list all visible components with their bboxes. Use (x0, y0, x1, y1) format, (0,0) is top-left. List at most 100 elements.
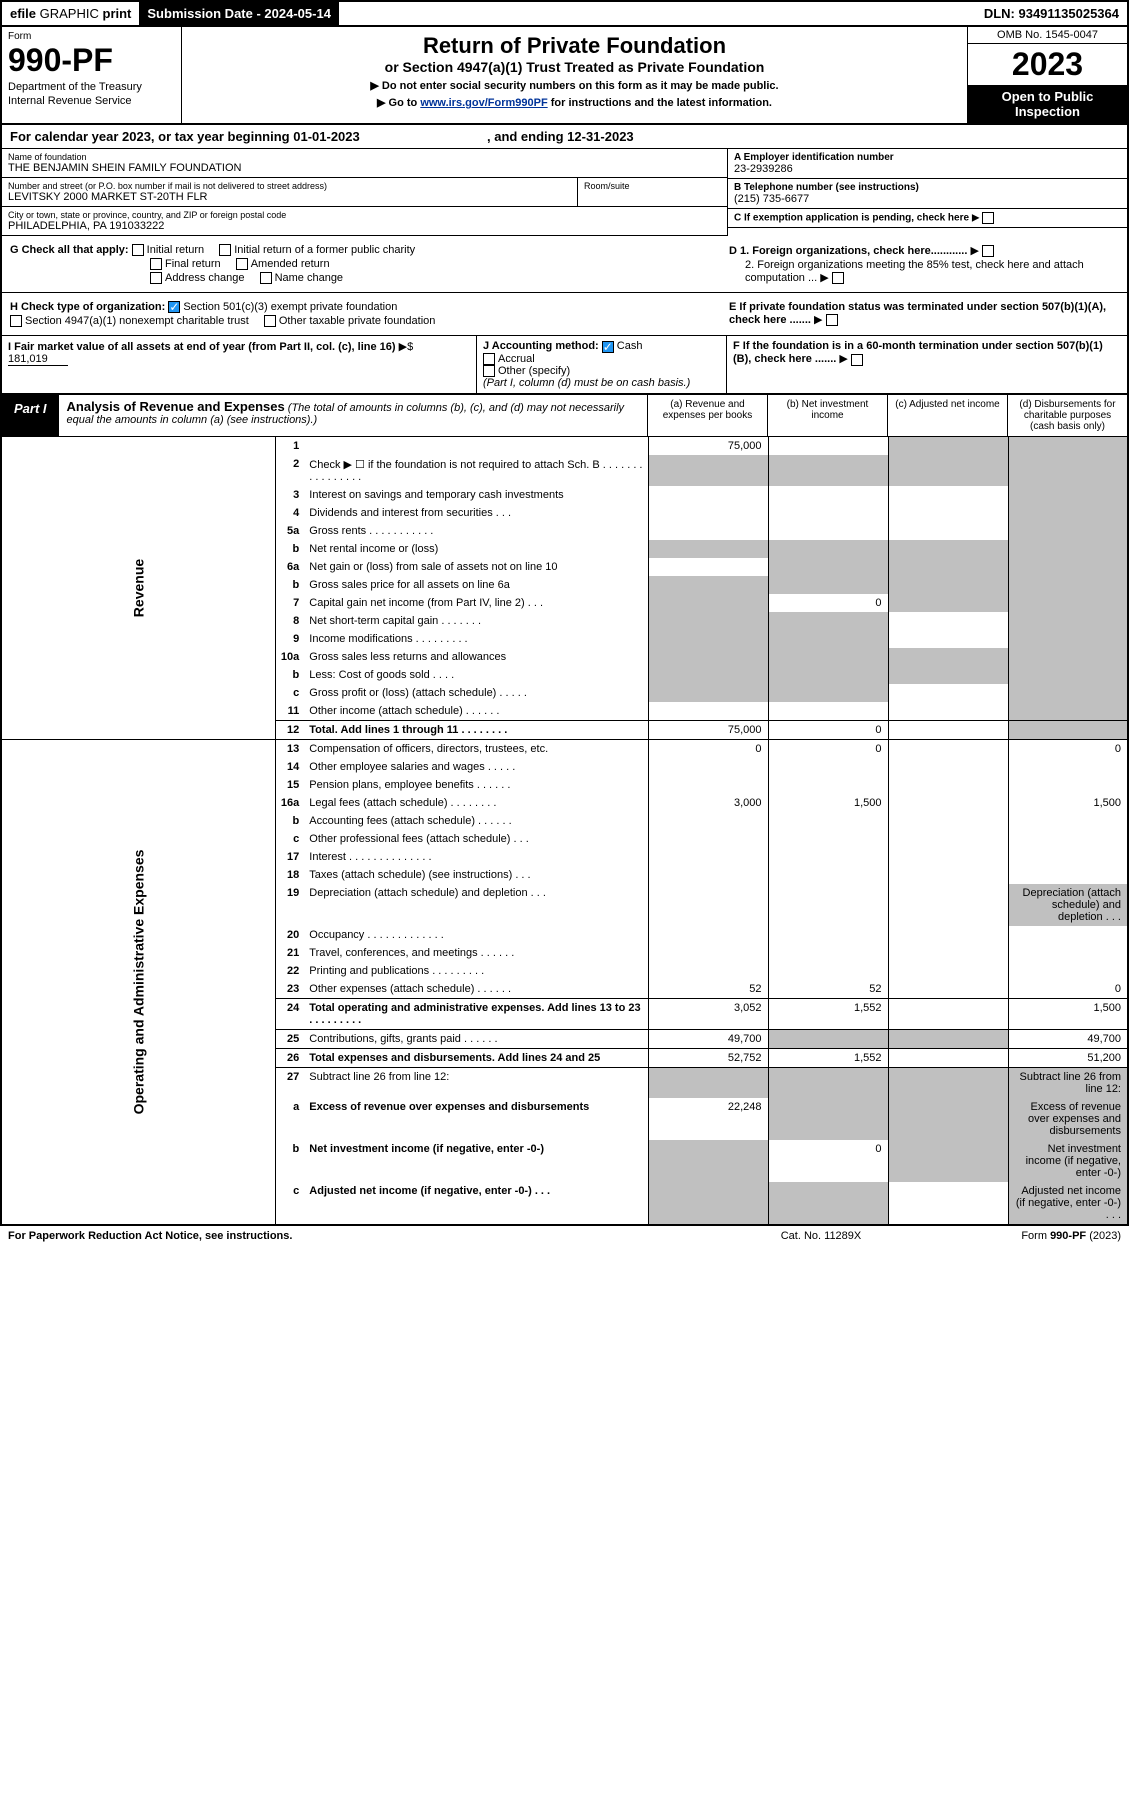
checkbox-initial[interactable] (132, 244, 144, 256)
amt-a (648, 594, 768, 612)
line-number: 17 (275, 848, 305, 866)
amt-c (888, 830, 1008, 848)
line-number: 11 (275, 702, 305, 721)
amt-d: Excess of revenue over expenses and disb… (1008, 1098, 1128, 1140)
amt-d (1008, 866, 1128, 884)
line-description: Other professional fees (attach schedule… (305, 830, 648, 848)
amt-a (648, 1182, 768, 1225)
checkbox-4947[interactable] (10, 315, 22, 327)
line-number: 16a (275, 794, 305, 812)
checkbox-other-method[interactable] (483, 365, 495, 377)
amt-a (648, 504, 768, 522)
checkbox-final[interactable] (150, 258, 162, 270)
amt-c (888, 455, 1008, 486)
line-number: 15 (275, 776, 305, 794)
amt-c (888, 648, 1008, 666)
line-description: Net short-term capital gain . . . . . . … (305, 612, 648, 630)
line-number: 2 (275, 455, 305, 486)
amt-c (888, 884, 1008, 926)
line-description: Subtract line 26 from line 12: (305, 1067, 648, 1098)
amt-b (768, 866, 888, 884)
checkbox-initial-former[interactable] (219, 244, 231, 256)
amt-a (648, 684, 768, 702)
checkbox-c[interactable] (982, 212, 994, 224)
city-cell: City or town, state or province, country… (2, 207, 727, 236)
amt-c (888, 630, 1008, 648)
section-j: J Accounting method: Cash Accrual Other … (477, 336, 727, 392)
amt-c (888, 504, 1008, 522)
amt-b (768, 437, 888, 455)
line-number: b (275, 1140, 305, 1182)
amt-c (888, 980, 1008, 999)
col-c-header: (c) Adjusted net income (887, 395, 1007, 436)
amt-d (1008, 558, 1128, 576)
amt-c (888, 1140, 1008, 1182)
amt-b (768, 522, 888, 540)
efile-label: efile GRAPHIC print (2, 2, 139, 25)
amt-a (648, 702, 768, 721)
line-description: Check ▶ ☐ if the foundation is not requi… (305, 455, 648, 486)
amt-b: 52 (768, 980, 888, 999)
amt-a (648, 612, 768, 630)
form-header: Form 990-PF Department of the Treasury I… (0, 27, 1129, 125)
line-description: Other income (attach schedule) . . . . .… (305, 702, 648, 721)
amt-d: 0 (1008, 980, 1128, 999)
form-note-2: ▶ Go to www.irs.gov/Form990PF for instru… (188, 96, 961, 109)
check-section-g: G Check all that apply: Initial return I… (0, 236, 1129, 293)
amt-d (1008, 848, 1128, 866)
amt-a (648, 830, 768, 848)
amt-d (1008, 684, 1128, 702)
line-number: 4 (275, 504, 305, 522)
checkbox-other-tax[interactable] (264, 315, 276, 327)
line-description: Interest . . . . . . . . . . . . . . (305, 848, 648, 866)
amt-c (888, 1048, 1008, 1067)
amt-c (888, 776, 1008, 794)
amt-b (768, 702, 888, 721)
checkbox-address[interactable] (150, 272, 162, 284)
amt-d: Subtract line 26 from line 12: (1008, 1067, 1128, 1098)
amt-b (768, 576, 888, 594)
col-d-header: (d) Disbursements for charitable purpose… (1007, 395, 1127, 436)
footer-center: Cat. No. 11289X (721, 1230, 921, 1242)
amt-c (888, 926, 1008, 944)
amt-d (1008, 504, 1128, 522)
side-label-revenue: Revenue (1, 437, 275, 740)
line-number: 13 (275, 739, 305, 758)
amt-a (648, 455, 768, 486)
checkbox-501c3[interactable] (168, 301, 180, 313)
line-description: Total. Add lines 1 through 11 . . . . . … (305, 720, 648, 739)
checkbox-amended[interactable] (236, 258, 248, 270)
amt-c (888, 866, 1008, 884)
line-description: Net investment income (if negative, ente… (305, 1140, 648, 1182)
line-number: 3 (275, 486, 305, 504)
checkbox-e[interactable] (826, 314, 838, 326)
amt-b: 1,552 (768, 1048, 888, 1067)
line-number: 8 (275, 612, 305, 630)
amt-a (648, 576, 768, 594)
amt-a (648, 648, 768, 666)
checkbox-d2[interactable] (832, 272, 844, 284)
irs-label: Internal Revenue Service (8, 95, 175, 107)
checkbox-accrual[interactable] (483, 353, 495, 365)
checkbox-name[interactable] (260, 272, 272, 284)
amt-d (1008, 540, 1128, 558)
top-bar: efile GRAPHIC print Submission Date - 20… (0, 0, 1129, 27)
amt-b: 0 (768, 594, 888, 612)
omb-number: OMB No. 1545-0047 (968, 27, 1127, 44)
line-number: c (275, 1182, 305, 1225)
amt-c (888, 998, 1008, 1029)
amt-b (768, 1098, 888, 1140)
line-description: Gross sales less returns and allowances (305, 648, 648, 666)
checkbox-cash[interactable] (602, 341, 614, 353)
checkbox-f[interactable] (851, 354, 863, 366)
amt-d (1008, 944, 1128, 962)
tax-year: 2023 (968, 44, 1127, 85)
amt-a (648, 848, 768, 866)
line-number: b (275, 812, 305, 830)
checkbox-d1[interactable] (982, 245, 994, 257)
irs-link[interactable]: www.irs.gov/Form990PF (420, 97, 547, 109)
address-cell: Number and street (or P.O. box number if… (2, 178, 577, 207)
part-1-label: Part I (2, 395, 59, 436)
line-description: Accounting fees (attach schedule) . . . … (305, 812, 648, 830)
amt-b (768, 884, 888, 926)
